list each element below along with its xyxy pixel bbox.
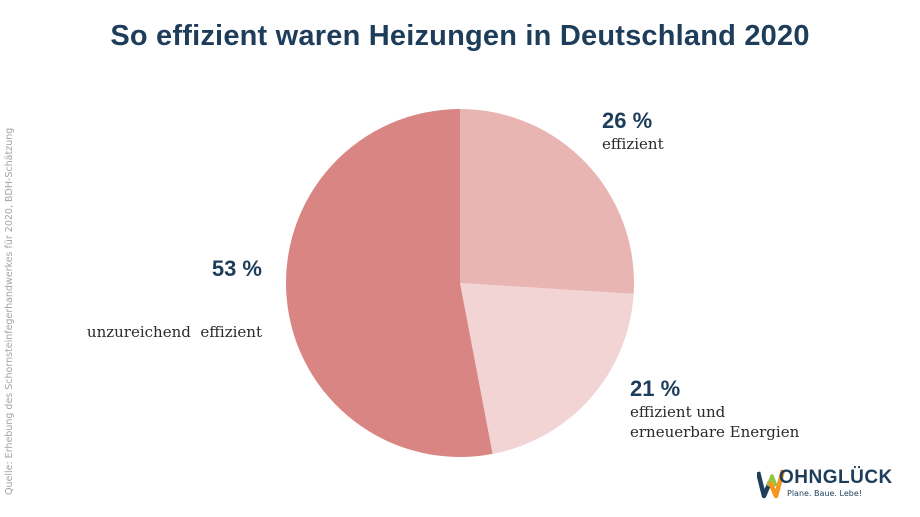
logo-tagline: Plane. Baue. Lebe! [787,489,862,498]
slice-value-label: 21 % [630,376,681,401]
chart-title: So effizient waren Heizungen in Deutschl… [110,20,810,52]
pie-slice-effizient [460,109,634,294]
wohnglueck-logo[interactable]: OHNGLÜCK Plane. Baue. Lebe! [757,466,907,506]
pie-slice-unzureichend [285,109,493,457]
slice-category-label: effizient [602,135,664,153]
slice-category-label: effizient und erneuerbare Energien [630,403,800,441]
slice-value-label: 26 % [602,108,653,133]
slice-label-unzureichend: 53 % unzureichend effizient [60,256,262,382]
slice-category-label: unzureichend effizient [86,323,262,341]
logo-w-mark-icon [757,469,786,499]
slice-value-label: 53 % [211,256,262,281]
slice-label-erneuerbar: 21 % effizient und erneuerbare Energien [630,376,799,442]
logo-wordmark: OHNGLÜCK [779,467,893,488]
slice-label-effizient: 26 % effizient [602,108,664,154]
pie-slice-erneuerbar [460,283,634,454]
